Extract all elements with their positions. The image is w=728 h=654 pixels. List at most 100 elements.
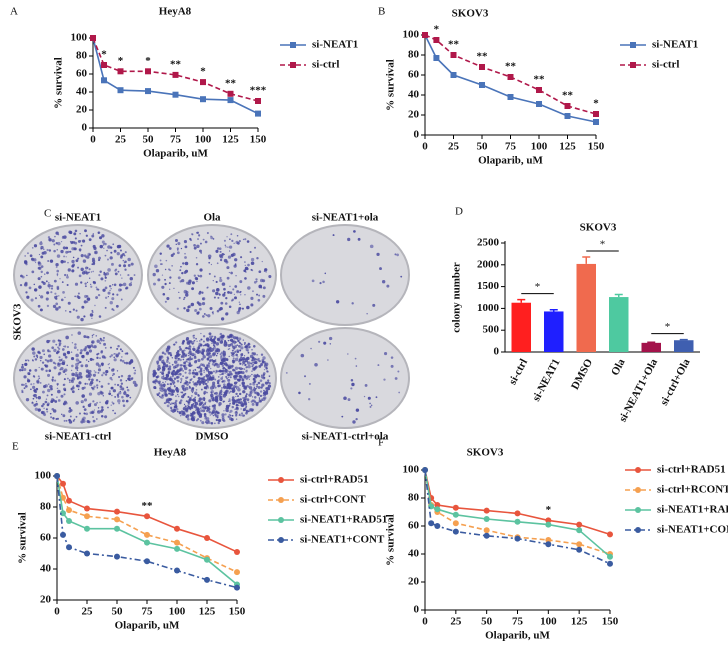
colony [176,251,180,255]
colony [83,408,87,412]
colony [213,359,217,363]
y-tick-label: 100 [403,29,420,41]
colony [243,396,247,400]
colony [214,386,217,389]
colony [104,286,108,290]
colony [33,375,36,378]
colony [262,394,265,396]
colony [81,239,86,243]
colony [350,387,353,390]
colony [193,346,195,348]
colony [244,345,247,349]
colony [153,385,157,390]
colony [85,336,88,339]
colony [126,386,129,389]
colony [173,377,177,380]
colony [79,361,82,364]
x-tick-label: 75 [512,616,524,628]
colony [369,244,374,249]
colony [209,339,211,341]
colony [199,274,203,278]
legend-label: si-ctrl+RAD51 [657,464,726,476]
colony [234,357,239,362]
colony [231,414,234,417]
colony [229,383,232,387]
colony [51,346,55,350]
colony [183,412,185,415]
colony [203,376,206,378]
colony [67,301,71,305]
colony [185,293,189,297]
colony [119,274,122,276]
colony [73,418,76,421]
colony [218,384,222,388]
colony [127,273,130,277]
colony [64,345,67,348]
colony [34,368,38,372]
colony [263,389,265,392]
colony [27,371,31,376]
colony [98,274,101,277]
colony [232,288,235,291]
colony [50,398,55,402]
colony [103,271,106,274]
colony [203,312,206,315]
colony [181,391,184,394]
colony [93,345,97,349]
colony [253,352,256,356]
colony [114,272,118,276]
colony [104,275,106,277]
colony [221,364,225,368]
colony [159,259,162,262]
colony [63,273,67,277]
colony [355,408,360,412]
colony [220,355,223,358]
colony [247,286,251,290]
colony [46,339,50,344]
colony [154,379,158,383]
colony [205,349,210,353]
colony [199,372,203,375]
colony [127,374,131,378]
marker [60,531,66,538]
colony [40,247,42,250]
colony [236,344,239,346]
colony [205,417,210,421]
colony [172,382,175,385]
colony [180,247,183,250]
colony [252,290,254,293]
colony [266,386,270,391]
colony [228,386,232,390]
colony [176,363,180,367]
colony [216,364,220,369]
colony [113,249,117,253]
colony [211,398,215,402]
colony [221,380,224,383]
colony [228,355,230,358]
colony [111,308,114,311]
colony [192,354,194,357]
colony [60,298,64,302]
colony [206,287,208,289]
colony [45,398,48,400]
colony [181,272,184,275]
colony [46,248,49,252]
colony [181,278,185,283]
colony [25,359,27,362]
colony [224,372,226,374]
colony [39,308,43,312]
colony [84,285,87,288]
colony [50,393,53,396]
bar [511,302,531,352]
colony [199,367,203,371]
colony [184,405,187,408]
colony [164,390,168,393]
colony [255,401,259,405]
colony [251,409,254,412]
colony [191,342,194,345]
x-tick-label: 125 [222,134,239,146]
colony [75,358,80,362]
colony [233,336,237,340]
colony [33,283,36,286]
colony [216,381,220,385]
